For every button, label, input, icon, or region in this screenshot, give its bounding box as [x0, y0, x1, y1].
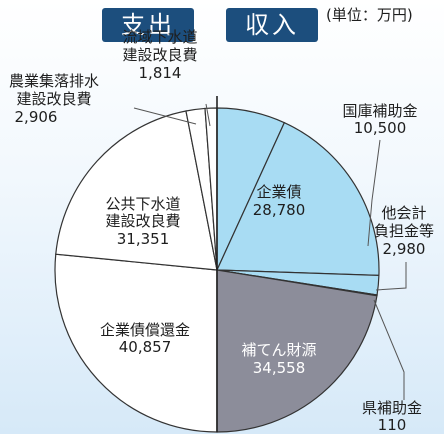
- label-rural-value: 2,906: [15, 108, 58, 126]
- income-slice-0: [216, 121, 380, 277]
- label-pref-value: 110: [378, 416, 407, 434]
- unit-note: (単位：万円): [326, 6, 413, 24]
- label-fee-line1: 補てん財源: [241, 341, 316, 359]
- expense-slice-1: [54, 253, 218, 433]
- leader-lines: [133, 103, 407, 400]
- label-other-line1: 他会計: [381, 204, 426, 222]
- label-other-line2: 負担金等: [374, 222, 434, 240]
- label-pref-line1: 県補助金: [362, 399, 422, 417]
- income-slice-1: [216, 269, 378, 433]
- label-redemption-line1: 企業債償還金: [100, 321, 190, 339]
- label-fee-value: 34,558: [253, 359, 306, 377]
- label-basin-value: 1,814: [139, 64, 182, 82]
- label-redemption-value: 40,857: [119, 338, 172, 356]
- label-sewer-line2: 建設改良費: [105, 212, 180, 230]
- expense-tab: 支出: [102, 8, 194, 42]
- label-basin-line2: 建設改良費: [122, 46, 197, 64]
- label-sewer-line1: 公共下水道: [105, 195, 180, 213]
- label-basin-line1: 流域下水道: [122, 28, 197, 46]
- label-bond-line1: 企業債: [256, 183, 301, 201]
- label-other-value: 2,980: [383, 240, 426, 258]
- label-rural-line2: 建設改良費: [16, 90, 91, 108]
- label-sewer-value: 31,351: [117, 230, 170, 248]
- label-bond-value: 28,780: [253, 201, 306, 219]
- income-tab: 収入: [226, 8, 318, 42]
- label-rural-line1: 農業集落排水: [9, 72, 99, 90]
- pie-wedges: [54, 107, 380, 433]
- label-national-line1: 国庫補助金: [342, 102, 417, 120]
- label-national-value: 10,500: [354, 119, 407, 137]
